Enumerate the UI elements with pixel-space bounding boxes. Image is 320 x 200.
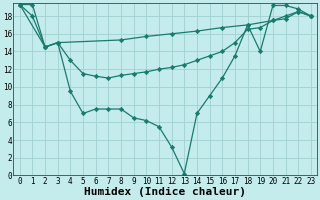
X-axis label: Humidex (Indice chaleur): Humidex (Indice chaleur) [84,187,246,197]
